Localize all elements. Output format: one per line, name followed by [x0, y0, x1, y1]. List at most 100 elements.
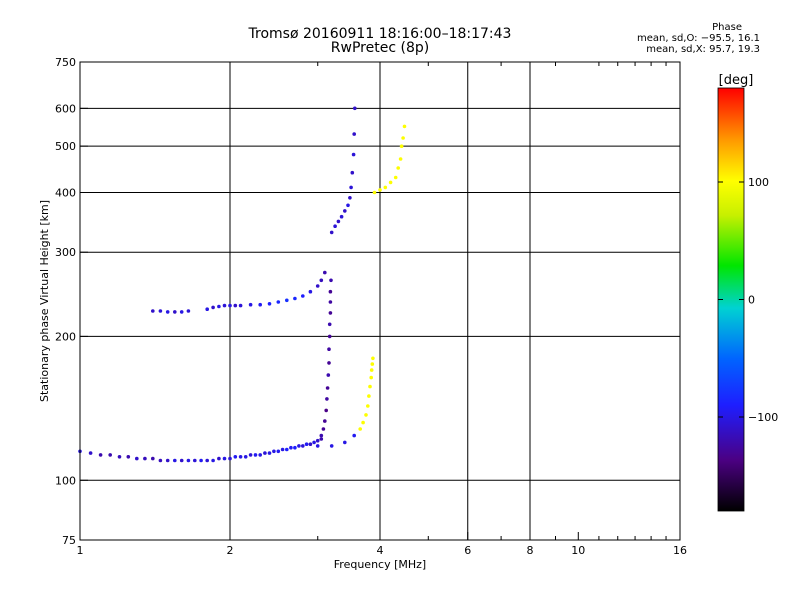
data-point [368, 384, 372, 389]
data-point [253, 453, 258, 457]
data-point [398, 157, 403, 161]
data-point [280, 447, 285, 452]
data-point [369, 368, 374, 372]
data-point [372, 190, 377, 195]
x-tick-label: 6 [464, 544, 471, 557]
x-axis-label: Frequency [MHz] [334, 558, 426, 571]
data-point [352, 132, 357, 136]
colorbar-label: [deg] [719, 73, 754, 88]
data-point [369, 375, 374, 380]
data-point [88, 451, 93, 455]
data-point [248, 302, 253, 307]
phase-stats: Phase mean, sd,O: −95.5, 16.1 mean, sd,X… [637, 22, 760, 55]
data-point [165, 310, 170, 314]
data-points [78, 106, 407, 463]
data-point [301, 294, 305, 298]
phase-stats-heading: Phase [712, 22, 742, 33]
grid [80, 62, 680, 540]
x-tick-label: 4 [377, 544, 384, 557]
data-point [328, 289, 333, 294]
y-tick-label: 400 [55, 186, 76, 199]
data-point [399, 144, 404, 148]
data-point [179, 310, 184, 314]
x-tick-label: 10 [571, 544, 585, 557]
data-point [327, 322, 332, 327]
data-point [321, 427, 326, 431]
data-point [293, 445, 297, 450]
colorbar-ticks: 100 0 −100 [718, 176, 778, 424]
data-point [315, 438, 320, 443]
x-tick-label: 2 [227, 544, 234, 557]
data-point [276, 449, 281, 454]
data-point [315, 284, 320, 288]
data-point [238, 303, 243, 308]
data-point [308, 442, 313, 447]
data-point [158, 309, 163, 313]
data-point [348, 196, 352, 200]
data-point [339, 214, 344, 219]
data-point [328, 300, 333, 304]
x-tick-label: 8 [527, 544, 534, 557]
data-point [315, 444, 320, 448]
data-point [346, 203, 350, 208]
colorbar-tick-label: 0 [748, 294, 755, 307]
data-point [228, 456, 232, 461]
data-point [233, 455, 238, 459]
data-point [308, 289, 313, 294]
data-point [319, 433, 324, 438]
data-point [222, 456, 227, 461]
data-point [173, 458, 177, 463]
data-point [267, 302, 272, 306]
data-point [350, 170, 355, 175]
y-tick-label: 750 [55, 56, 76, 69]
data-point [222, 303, 227, 308]
data-point [151, 456, 155, 461]
data-point [327, 347, 331, 352]
data-point [366, 404, 370, 408]
data-point [343, 209, 347, 213]
data-point [285, 298, 289, 303]
data-point [304, 442, 309, 447]
data-point [233, 303, 238, 308]
y-tick-label: 100 [55, 474, 76, 487]
data-point [297, 444, 301, 448]
y-tick-label: 300 [55, 246, 76, 259]
data-point [173, 310, 177, 314]
data-point [165, 458, 170, 463]
data-point [361, 420, 365, 425]
data-point [323, 419, 327, 423]
chart-title: Tromsø 20160911 18:16:00–18:17:43 [248, 26, 512, 42]
data-point [217, 456, 221, 461]
data-point [143, 456, 147, 461]
data-point [319, 437, 324, 441]
data-point [402, 124, 407, 129]
data-point [205, 458, 209, 463]
data-point [378, 188, 382, 192]
data-point [199, 458, 203, 463]
data-point [388, 180, 393, 185]
data-point [108, 453, 112, 457]
data-point [186, 309, 191, 313]
data-point [336, 219, 341, 224]
y-tick-label: 75 [62, 534, 76, 547]
data-point [352, 433, 357, 438]
data-point [364, 413, 368, 417]
data-point [326, 373, 331, 377]
data-point [349, 185, 353, 190]
data-point [228, 303, 232, 308]
phase-stats-x: mean, sd,X: 95.7, 19.3 [646, 44, 760, 55]
data-point [248, 453, 253, 457]
y-tick-label: 500 [55, 140, 76, 153]
data-point [117, 455, 122, 459]
data-point [211, 305, 215, 310]
data-point [301, 444, 305, 448]
colorbar-tick-label: 100 [748, 176, 769, 189]
data-point [328, 311, 333, 315]
y-tick-label: 200 [55, 330, 76, 343]
data-point [325, 397, 329, 401]
data-point [333, 224, 337, 228]
data-point [353, 106, 357, 111]
data-point [258, 302, 263, 307]
data-point [151, 309, 155, 313]
